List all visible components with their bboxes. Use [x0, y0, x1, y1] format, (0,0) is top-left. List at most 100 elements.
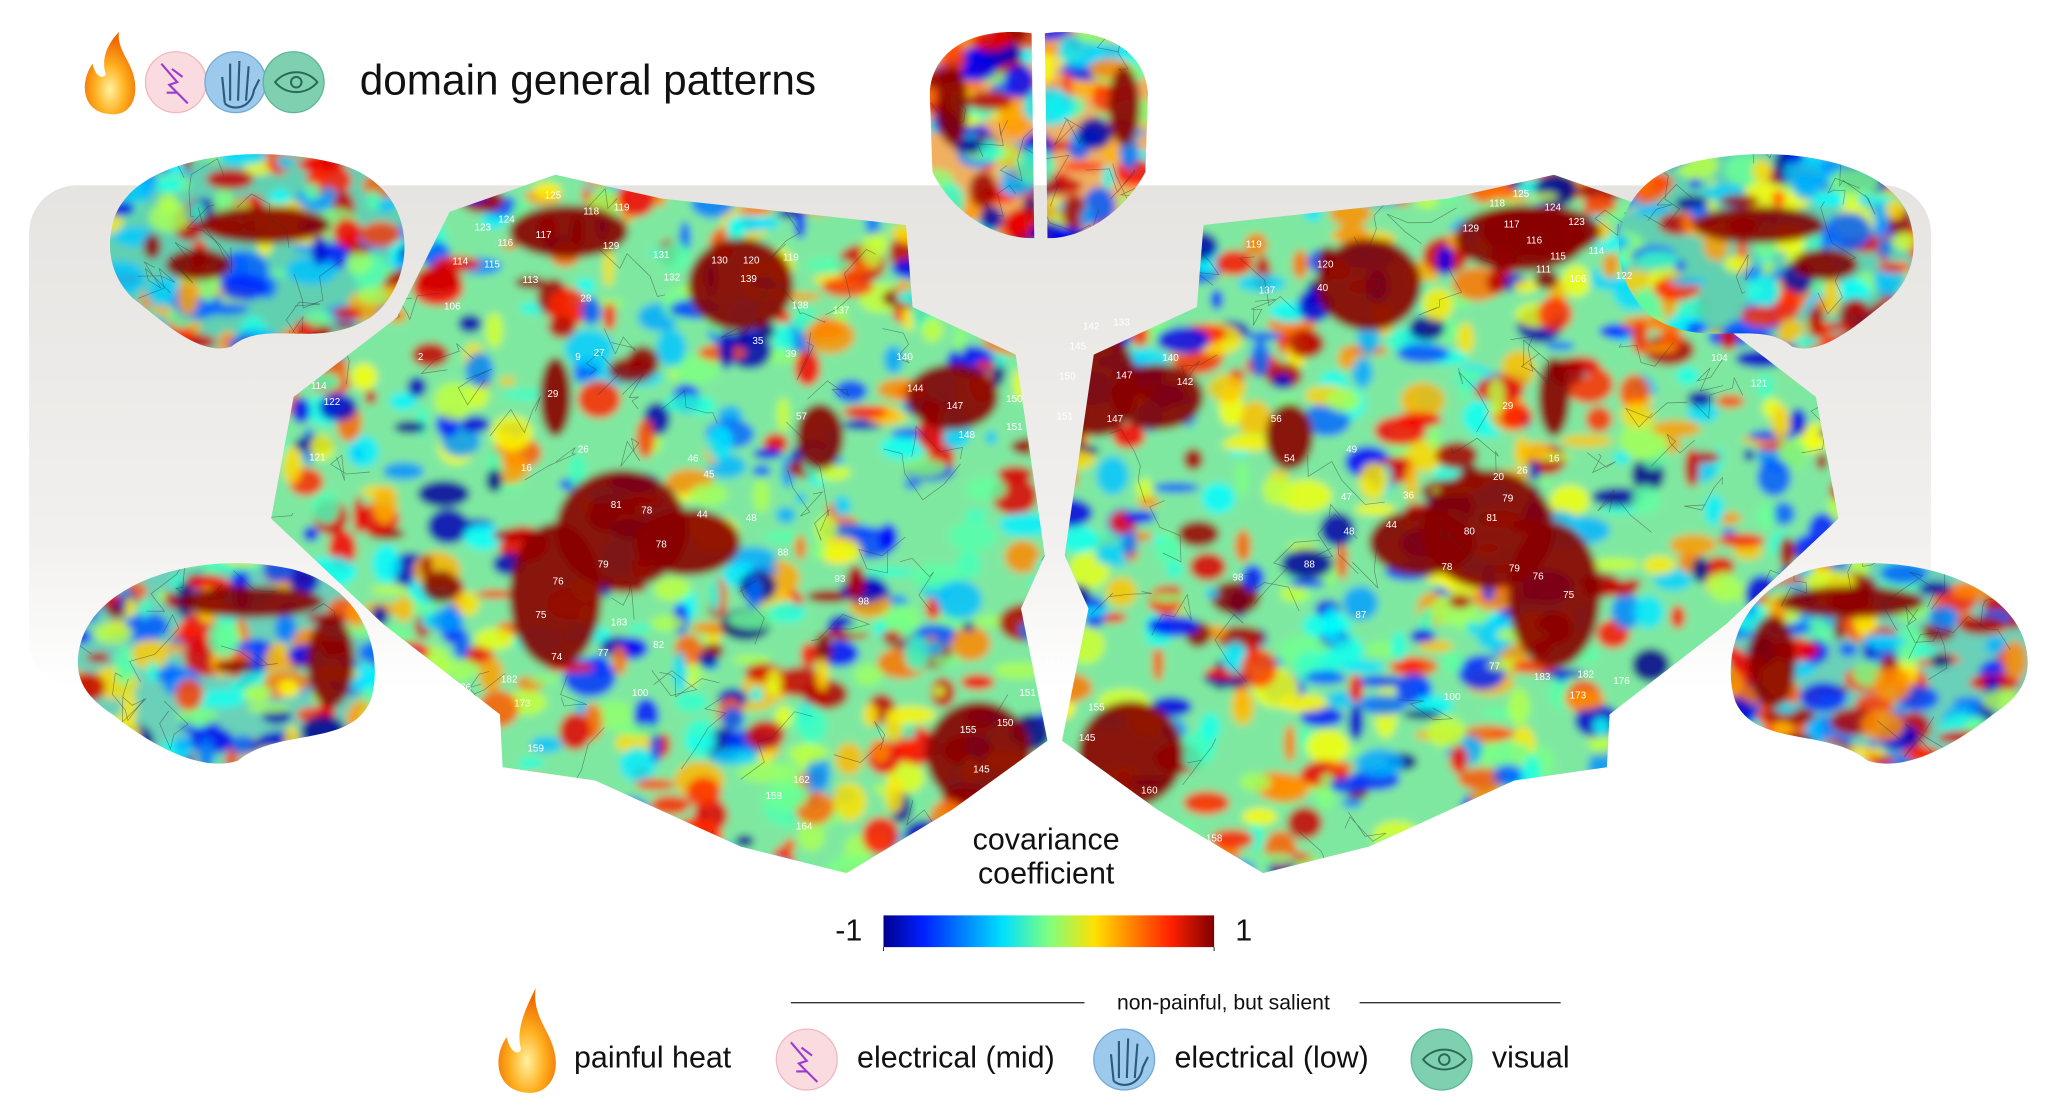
parcel-border: [1896, 119, 1920, 154]
surface-patch: [1485, 836, 1518, 853]
region-label: 78: [656, 540, 668, 551]
region-label: 139: [740, 274, 757, 285]
surface-patch: [381, 752, 422, 790]
parcel-border: [1251, 299, 1276, 326]
region-label: 140: [896, 352, 913, 363]
surface-patch: [1985, 728, 1997, 754]
surface-patch: [686, 777, 721, 809]
surface-patch: [815, 657, 829, 691]
parcel-border: [1451, 437, 1499, 478]
surface-patch: [331, 805, 364, 840]
surface-patch: [1231, 689, 1255, 726]
surface-patch: [458, 314, 482, 333]
hot-region: [1778, 586, 1925, 618]
region-label: 44: [1386, 520, 1398, 531]
region-label: 47: [1341, 492, 1353, 503]
surface-patch: [278, 679, 300, 698]
surface-patch: [1631, 648, 1670, 682]
surface-patch: [1661, 717, 1674, 737]
surface-patch: [1549, 484, 1590, 517]
region-label: 79: [1509, 563, 1521, 574]
surface-patch: [1522, 753, 1541, 792]
surface-patch: [386, 154, 405, 166]
surface-patch: [1669, 534, 1717, 556]
region-label: 119: [783, 253, 799, 264]
surface-patch: [581, 297, 602, 325]
region-label: 123: [474, 222, 491, 233]
region-label: 158: [765, 791, 782, 802]
surface-patch: [1771, 190, 1786, 208]
surface-patch: [148, 202, 191, 233]
surface-patch: [1778, 734, 1815, 749]
surface-patch: [1677, 832, 1724, 854]
surface-patch: [1837, 278, 1871, 304]
surface-patch: [1337, 349, 1357, 370]
hot-region: [1454, 205, 1588, 272]
surface-patch: [721, 707, 745, 730]
parcel-border: [883, 448, 961, 501]
surface-patch: [1177, 520, 1220, 547]
surface-patch: [614, 867, 657, 874]
parcel-border: [197, 207, 233, 274]
parcel-border: [882, 328, 910, 364]
surface-patch: [1792, 172, 1819, 200]
surface-patch: [1567, 777, 1604, 815]
surface-patch: [1179, 732, 1211, 770]
surface-patch: [1516, 441, 1552, 460]
region-label: 182: [501, 675, 518, 686]
surface-patch: [1292, 858, 1327, 874]
surface-patch: [1601, 841, 1620, 851]
surface-patch: [1067, 776, 1108, 794]
hot-region: [178, 586, 325, 618]
surface-patch: [1670, 760, 1689, 789]
surface-patch: [1868, 755, 1896, 764]
hand-glyph: [221, 60, 261, 109]
surface-patch: [1807, 305, 1825, 337]
surface-patch: [1242, 808, 1278, 826]
parcel-border: [976, 119, 1008, 157]
surface-patch: [421, 834, 450, 857]
surface-patch: [1718, 533, 1765, 548]
surface-patch: [1629, 736, 1645, 766]
region-label: 117: [536, 230, 552, 241]
surface-patch: [863, 703, 879, 727]
surface-patch: [776, 397, 791, 433]
surface-patch: [704, 634, 722, 645]
parcel-border: [1935, 615, 2011, 650]
surface-patch: [452, 628, 470, 660]
surface-patch: [1676, 366, 1699, 386]
parcel-border: [146, 563, 212, 612]
surface-patch: [303, 182, 321, 201]
surface-patch: [1730, 755, 1731, 764]
legend-item: visual: [1492, 1041, 1570, 1075]
surface-patch: [421, 735, 474, 749]
region-label: 147: [1107, 414, 1124, 425]
surface-patch: [1003, 64, 1036, 98]
region-label: 98: [858, 597, 870, 608]
surface-patch: [1062, 771, 1096, 810]
region-label: 93: [834, 574, 846, 585]
surface-patch: [966, 91, 1013, 111]
parcel-border: [188, 158, 225, 217]
parcel-border: [603, 328, 636, 355]
surface-patch: [1873, 666, 1912, 703]
surface-patch: [1831, 753, 1839, 785]
surface-patch: [1117, 31, 1148, 65]
surface-patch: [1793, 807, 1827, 821]
hand-glyph: [1109, 1038, 1149, 1086]
surface-patch: [834, 379, 868, 403]
surface-patch: [283, 741, 312, 762]
surface-patch: [1839, 642, 1858, 657]
surface-patch: [1320, 772, 1335, 797]
surface-patch: [109, 261, 146, 296]
surface-patch: [1336, 542, 1348, 580]
surface-patch: [1034, 712, 1048, 722]
surface-patch: [1449, 745, 1469, 774]
surface-patch: [752, 448, 783, 460]
parcel-border: [929, 137, 931, 169]
surface-patch: [558, 712, 592, 751]
surface-patch: [729, 174, 782, 183]
surface-patch: [371, 850, 400, 874]
region-label: 49: [1346, 444, 1358, 455]
region-label: 125: [545, 191, 562, 202]
